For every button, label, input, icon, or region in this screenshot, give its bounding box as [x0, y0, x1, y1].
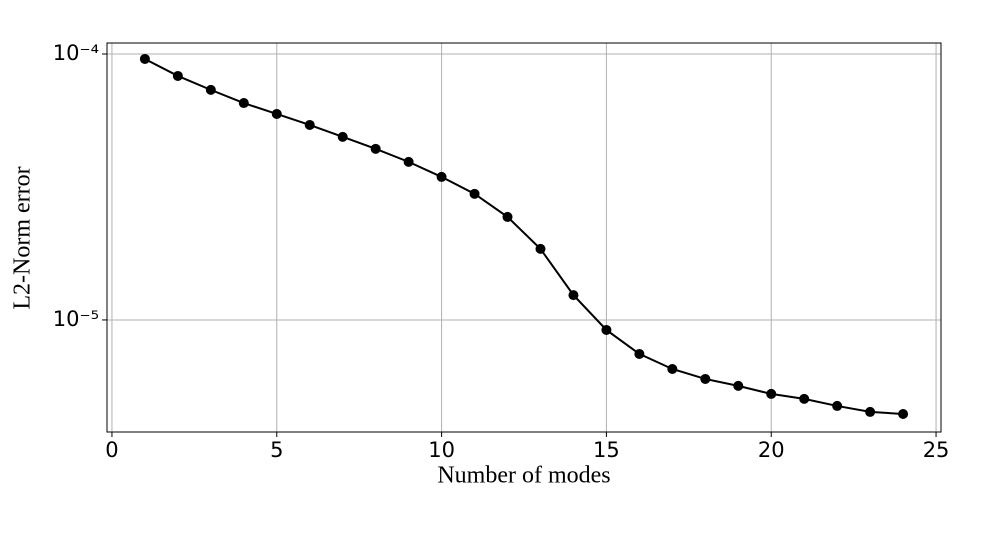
data-point: [766, 388, 777, 399]
x-tick-label: 0: [105, 438, 118, 462]
data-point: [337, 131, 348, 142]
x-tick-label: 25: [923, 438, 950, 462]
series-line: [144, 58, 904, 415]
data-point: [832, 400, 843, 411]
data-point: [865, 406, 876, 417]
x-tick-label: 20: [758, 438, 785, 462]
data-point: [205, 84, 216, 95]
plot-frame: [106, 42, 942, 433]
y-tick-label: 10⁻⁵: [53, 307, 99, 331]
data-point: [667, 363, 678, 374]
data-point: [700, 373, 711, 384]
x-tick-label: 15: [593, 438, 620, 462]
data-point: [370, 143, 381, 154]
y-axis-label: L2-Norm error: [10, 166, 36, 309]
data-point: [634, 348, 645, 359]
data-point: [238, 98, 249, 109]
y-tick-label: 10⁻⁴: [53, 41, 99, 65]
x-axis-label: Number of modes: [437, 463, 610, 489]
data-point: [568, 290, 579, 301]
data-point: [898, 408, 909, 419]
data-point: [271, 108, 282, 119]
data-point: [733, 380, 744, 391]
data-point: [172, 70, 183, 81]
data-point: [403, 156, 414, 167]
data-point: [502, 211, 513, 222]
data-point: [139, 53, 150, 64]
data-point: [799, 393, 810, 404]
data-point: [304, 119, 315, 130]
data-point: [535, 243, 546, 254]
data-point: [436, 171, 447, 182]
x-tick-label: 5: [270, 438, 283, 462]
x-tick-label: 10: [428, 438, 455, 462]
data-point: [469, 188, 480, 199]
data-point: [601, 324, 612, 335]
